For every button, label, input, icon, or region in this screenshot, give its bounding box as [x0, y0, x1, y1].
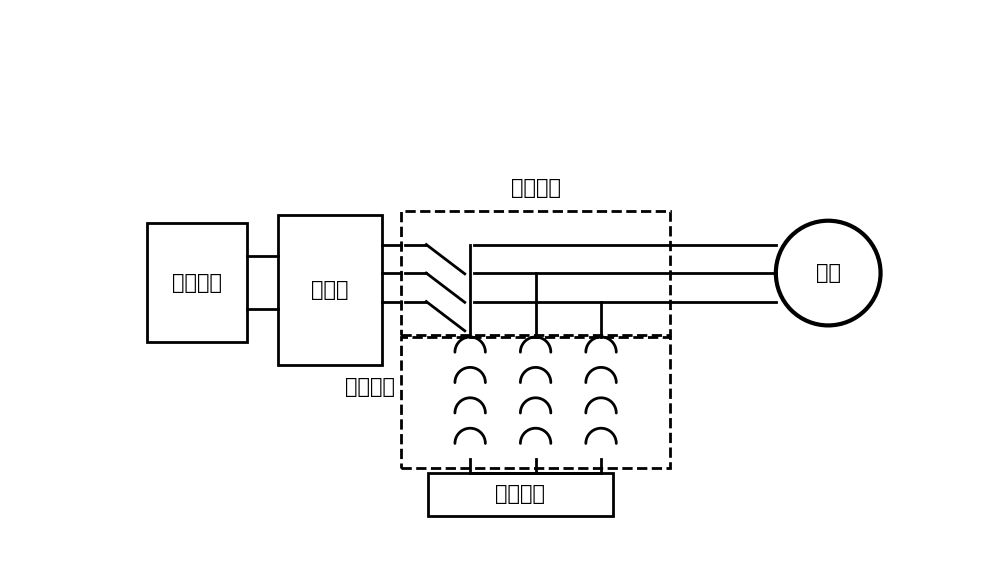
Bar	[278, 215, 382, 366]
Text: 动力电池: 动力电池	[172, 273, 222, 293]
Text: 滤波电感: 滤波电感	[345, 377, 395, 397]
Text: 切换开关: 切换开关	[511, 178, 561, 198]
Bar	[428, 473, 613, 516]
Text: 电机: 电机	[816, 263, 841, 283]
Bar	[401, 337, 670, 468]
Bar	[147, 223, 247, 342]
Bar	[401, 212, 670, 335]
Text: 交流电源: 交流电源	[495, 485, 545, 505]
Text: 逆变器: 逆变器	[311, 280, 348, 300]
